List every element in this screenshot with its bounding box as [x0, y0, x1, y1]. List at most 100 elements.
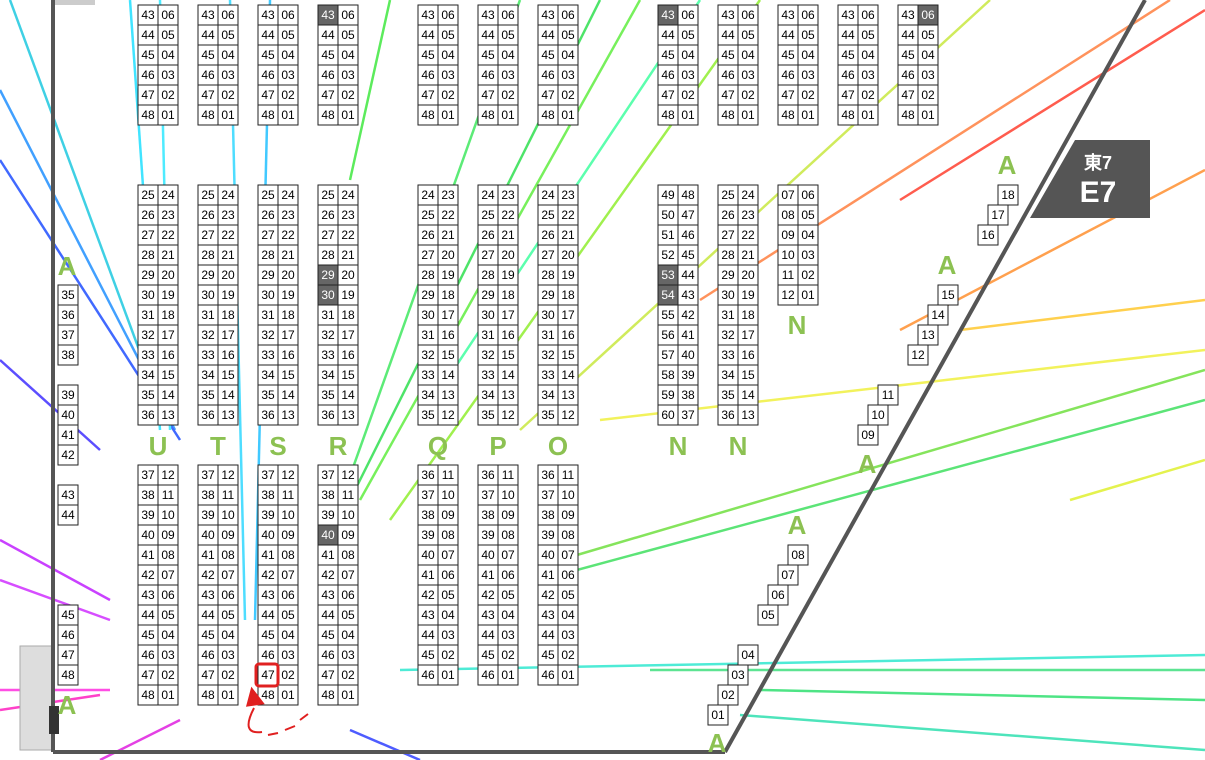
- booth-number: 58: [661, 368, 675, 382]
- hall-badge: [1030, 140, 1150, 218]
- booth-number: 45: [141, 48, 155, 62]
- booth-number: 38: [481, 508, 495, 522]
- booth-number: 23: [341, 208, 355, 222]
- column-letter: T: [210, 431, 226, 461]
- booth-number: 14: [931, 308, 945, 322]
- booth-number: 46: [901, 68, 915, 82]
- booth-number: 57: [661, 348, 675, 362]
- booth-number: 34: [721, 368, 735, 382]
- booth-number: 10: [341, 508, 355, 522]
- booth-number: 17: [991, 208, 1005, 222]
- booth-number: 37: [421, 488, 435, 502]
- booth-number: 44: [721, 28, 735, 42]
- booth-number: 03: [341, 68, 355, 82]
- booth-cell: [707, 704, 729, 726]
- booth-number: 13: [741, 408, 755, 422]
- booth-number: 39: [321, 508, 335, 522]
- booth-number: 03: [281, 648, 295, 662]
- booth-number: 40: [201, 528, 215, 542]
- booth-number: 45: [261, 48, 275, 62]
- booth-number: 45: [541, 648, 555, 662]
- booth-number: 29: [481, 288, 495, 302]
- booth-number: 37: [61, 328, 75, 342]
- booth-number: 01: [561, 108, 575, 122]
- booth-cell: [977, 224, 999, 246]
- booth-number: 05: [801, 208, 815, 222]
- booth-number: 02: [341, 668, 355, 682]
- booth-number: 05: [161, 28, 175, 42]
- booth-number: 44: [261, 608, 275, 622]
- booth-number: 30: [141, 288, 155, 302]
- booth-number: 43: [261, 8, 275, 22]
- booth-number: 47: [481, 88, 495, 102]
- booth-number: 07: [441, 548, 455, 562]
- booth-number: 20: [741, 268, 755, 282]
- booth-number: 33: [141, 348, 155, 362]
- booth-number: 25: [541, 208, 555, 222]
- booth-number: 48: [481, 108, 495, 122]
- booth-number: 45: [541, 48, 555, 62]
- booth-number: 15: [741, 368, 755, 382]
- booth-cell: [337, 404, 359, 426]
- booth-number: 25: [261, 188, 275, 202]
- booth-number: 42: [541, 588, 555, 602]
- booth-number: 39: [421, 528, 435, 542]
- booth-number: 44: [841, 28, 855, 42]
- booth-number: 41: [321, 548, 335, 562]
- booth-number: 36: [61, 308, 75, 322]
- booth-number: 44: [661, 28, 675, 42]
- column-letter: N: [669, 431, 688, 461]
- booth-number: 06: [441, 8, 455, 22]
- booth-cell: [217, 684, 239, 706]
- booth-number: 39: [201, 508, 215, 522]
- booth-number: 15: [441, 348, 455, 362]
- booth-number: 12: [341, 468, 355, 482]
- booth-number: 46: [321, 648, 335, 662]
- booth-number: 43: [201, 588, 215, 602]
- booth-cell: [437, 404, 459, 426]
- booth-number: 48: [141, 688, 155, 702]
- aisle-label: A: [938, 250, 957, 280]
- booths: 43 06 44 05 45 04 46 03 47 02 48 01 43 06 44 05 45 04 46 03…: [57, 4, 1019, 726]
- booth-number: 27: [481, 248, 495, 262]
- booth-number: 44: [61, 508, 75, 522]
- booth-number: 40: [541, 548, 555, 562]
- booth-number: 12: [561, 408, 575, 422]
- booth-number: 33: [721, 348, 735, 362]
- booth-number: 37: [321, 468, 335, 482]
- booth-number: 37: [481, 488, 495, 502]
- booth-number: 47: [141, 668, 155, 682]
- booth-number: 46: [481, 68, 495, 82]
- booth-number: 01: [501, 108, 515, 122]
- booth-number: 17: [441, 308, 455, 322]
- booth-number: 39: [681, 368, 695, 382]
- booth-number: 43: [901, 8, 915, 22]
- booth-number: 43: [141, 588, 155, 602]
- booth-number: 02: [281, 88, 295, 102]
- booth-cell: [217, 104, 239, 126]
- booth-number: 14: [741, 388, 755, 402]
- booth-number: 47: [321, 88, 335, 102]
- booth-number: 22: [741, 228, 755, 242]
- booth-number: 08: [501, 528, 515, 542]
- booth-number: 43: [781, 8, 795, 22]
- booth-number: 48: [421, 108, 435, 122]
- booth-number: 26: [541, 228, 555, 242]
- booth-number: 41: [61, 428, 75, 442]
- booth-number: 45: [321, 628, 335, 642]
- booth-number: 43: [481, 608, 495, 622]
- booth-number: 01: [561, 668, 575, 682]
- booth-number: 30: [201, 288, 215, 302]
- booth-number: 12: [161, 468, 175, 482]
- booth-number: 33: [261, 348, 275, 362]
- booth-number: 44: [141, 28, 155, 42]
- booth-number: 43: [141, 8, 155, 22]
- booth-number: 36: [481, 468, 495, 482]
- booth-number: 08: [781, 208, 795, 222]
- booth-number: 11: [502, 468, 515, 482]
- booth-number: 09: [781, 228, 795, 242]
- booth-number: 03: [341, 648, 355, 662]
- booth-number: 48: [261, 688, 275, 702]
- booth-cell: [917, 104, 939, 126]
- booth-number: 32: [201, 328, 215, 342]
